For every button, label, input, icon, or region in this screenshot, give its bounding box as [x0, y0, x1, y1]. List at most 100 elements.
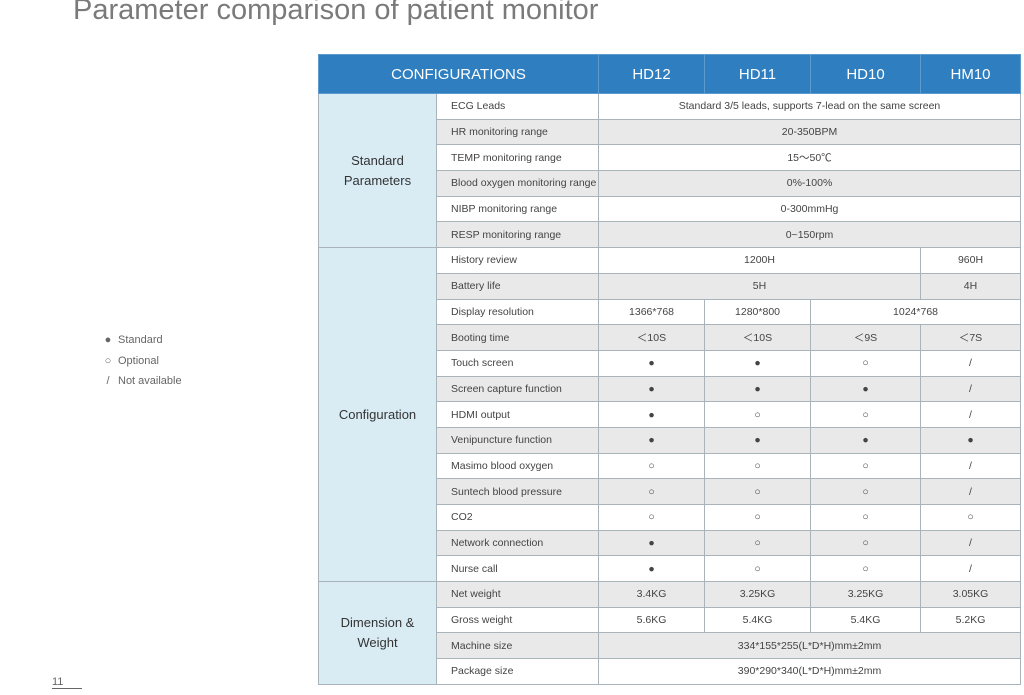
legend-label: Optional [118, 354, 159, 367]
comparison-table: CONFIGURATIONS HD12 HD11 HD10 HM10 Standard … [317, 54, 1022, 685]
value-cell: ● [598, 375, 706, 403]
value-cell: ○ [810, 401, 922, 428]
value-cell: 3.4KG [598, 581, 706, 608]
value-cell: 5.6KG [598, 606, 706, 634]
parameter: Suntech blood pressure [435, 478, 600, 505]
page-number: 11 [52, 676, 82, 689]
table-row: NIBP monitoring range 0-300mmHg [319, 195, 1022, 223]
table-row: Suntech blood pressure ○ ○ ○ / [319, 478, 1022, 505]
value-cell: 960H [920, 247, 1022, 274]
table-row: Configuration History review 1200H 960H [318, 247, 1022, 583]
value-cell: 15～50℃ [598, 144, 1022, 172]
value-cell: ＜10S [704, 324, 812, 351]
parameter: RESP monitoring range [435, 221, 600, 249]
table-row: Screen capture function ● ● ● / [319, 375, 1022, 403]
group-label: Dimension & Weight [318, 581, 437, 685]
value-cell: / [920, 375, 1022, 403]
value-cell: ● [704, 426, 812, 454]
value-cell: ○ [704, 401, 812, 428]
value-cell: / [920, 349, 1022, 377]
value-cell: / [920, 555, 1022, 583]
value-cell: ● [598, 555, 706, 583]
value-cell: ○ [598, 478, 706, 505]
parameter: Booting time [435, 324, 600, 351]
table-row: TEMP monitoring range 15～50℃ [319, 144, 1022, 172]
value-cell: Standard 3/5 leads, supports 7-lead on t… [598, 93, 1022, 120]
parameter: Display resolution [435, 298, 600, 326]
value-cell: ● [598, 349, 706, 377]
parameter: Net weight [435, 581, 600, 608]
parameter: CO2 [435, 504, 600, 531]
value-cell: 5.4KG [704, 606, 812, 634]
legend-item: ● Standard [104, 334, 182, 355]
legend-label: Standard [118, 334, 163, 346]
legend-symbol: ● [104, 334, 112, 346]
table-row: Battery life 5H 4H [319, 272, 1022, 300]
value-cell: 3.25KG [810, 581, 922, 608]
group-label: Configuration [318, 247, 437, 583]
table-row: Network connection ● ○ ○ / [319, 529, 1022, 557]
value-cell: / [920, 529, 1022, 557]
value-cell: / [920, 401, 1022, 428]
header-row: CONFIGURATIONS HD12 HD11 HD10 HM10 [317, 54, 1022, 94]
value-cell: 334*155*255(L*D*H)mm±2mm [598, 632, 1022, 660]
parameter: Blood oxygen monitoring range [435, 170, 600, 197]
table-row: HR monitoring range 20-350BPM [319, 118, 1022, 146]
value-cell: ○ [810, 555, 922, 583]
value-cell: ＜7S [920, 324, 1022, 351]
table-row: CO2 ○ ○ ○ ○ [319, 504, 1022, 531]
table-row: HDMI output ● ○ ○ / [319, 401, 1022, 428]
parameter: Battery life [435, 272, 600, 300]
value-cell: 1024*768 [810, 298, 1022, 326]
group-label: Standard Parameters [318, 92, 437, 249]
parameter: Machine size [435, 632, 600, 660]
parameter: History review [435, 247, 600, 274]
table-row: Booting time ＜10S ＜10S ＜9S ＜7S [319, 324, 1022, 351]
value-cell: ○ [598, 504, 706, 531]
value-cell: 390*290*340(L*D*H)mm±2mm [598, 658, 1022, 685]
parameter: TEMP monitoring range [435, 144, 600, 172]
parameter: HR monitoring range [435, 118, 600, 146]
table-row: Standard Parameters ECG Leads Standard 3/5… [318, 92, 1022, 249]
table-row: Machine size 334*155*255(L*D*H)mm±2mm [319, 632, 1022, 660]
value-cell: 0~150rpm [598, 221, 1022, 249]
value-cell: ● [920, 426, 1022, 454]
value-cell: ● [704, 349, 812, 377]
value-cell: ● [598, 401, 706, 428]
value-cell: ○ [810, 529, 922, 557]
value-cell: 5.4KG [810, 606, 922, 634]
header-cell: HD11 [704, 54, 812, 94]
value-cell: ○ [704, 452, 812, 480]
value-cell: ○ [598, 452, 706, 480]
table-row: Gross weight 5.6KG 5.4KG 5.4KG 5.2KG [319, 606, 1022, 634]
header-cell: HD10 [810, 54, 922, 94]
value-cell: ○ [810, 349, 922, 377]
page-title: Parameter comparison of patient monitor [73, 0, 599, 26]
value-cell: 1366*768 [598, 298, 706, 326]
value-cell: 20-350BPM [598, 118, 1022, 146]
value-cell: ○ [920, 504, 1022, 531]
table-row: Blood oxygen monitoring range 0%-100% [319, 170, 1022, 197]
table-row: Venipuncture function ● ● ● ● [319, 426, 1022, 454]
value-cell: ○ [704, 504, 812, 531]
value-cell: ○ [810, 478, 922, 505]
parameter: Package size [435, 658, 600, 685]
value-cell: ● [810, 426, 922, 454]
value-cell: 0-300mmHg [598, 195, 1022, 223]
parameter: Masimo blood oxygen [435, 452, 600, 480]
value-cell: ＜10S [598, 324, 706, 351]
parameter: Gross weight [435, 606, 600, 634]
value-cell: / [920, 478, 1022, 505]
legend-item: ○ Optional [104, 355, 182, 376]
table-row: RESP monitoring range 0~150rpm [319, 221, 1022, 249]
legend-label: Not available [118, 375, 182, 387]
value-cell: ＜9S [810, 324, 922, 351]
legend: ● Standard ○ Optional / Not available [104, 334, 182, 396]
parameter: Screen capture function [435, 375, 600, 403]
table-row: Package size 390*290*340(L*D*H)mm±2mm [319, 658, 1022, 685]
value-cell: 0%-100% [598, 170, 1022, 197]
header-cell: CONFIGURATIONS [317, 54, 600, 94]
value-cell: ● [810, 375, 922, 403]
value-cell: 5H [598, 272, 922, 300]
